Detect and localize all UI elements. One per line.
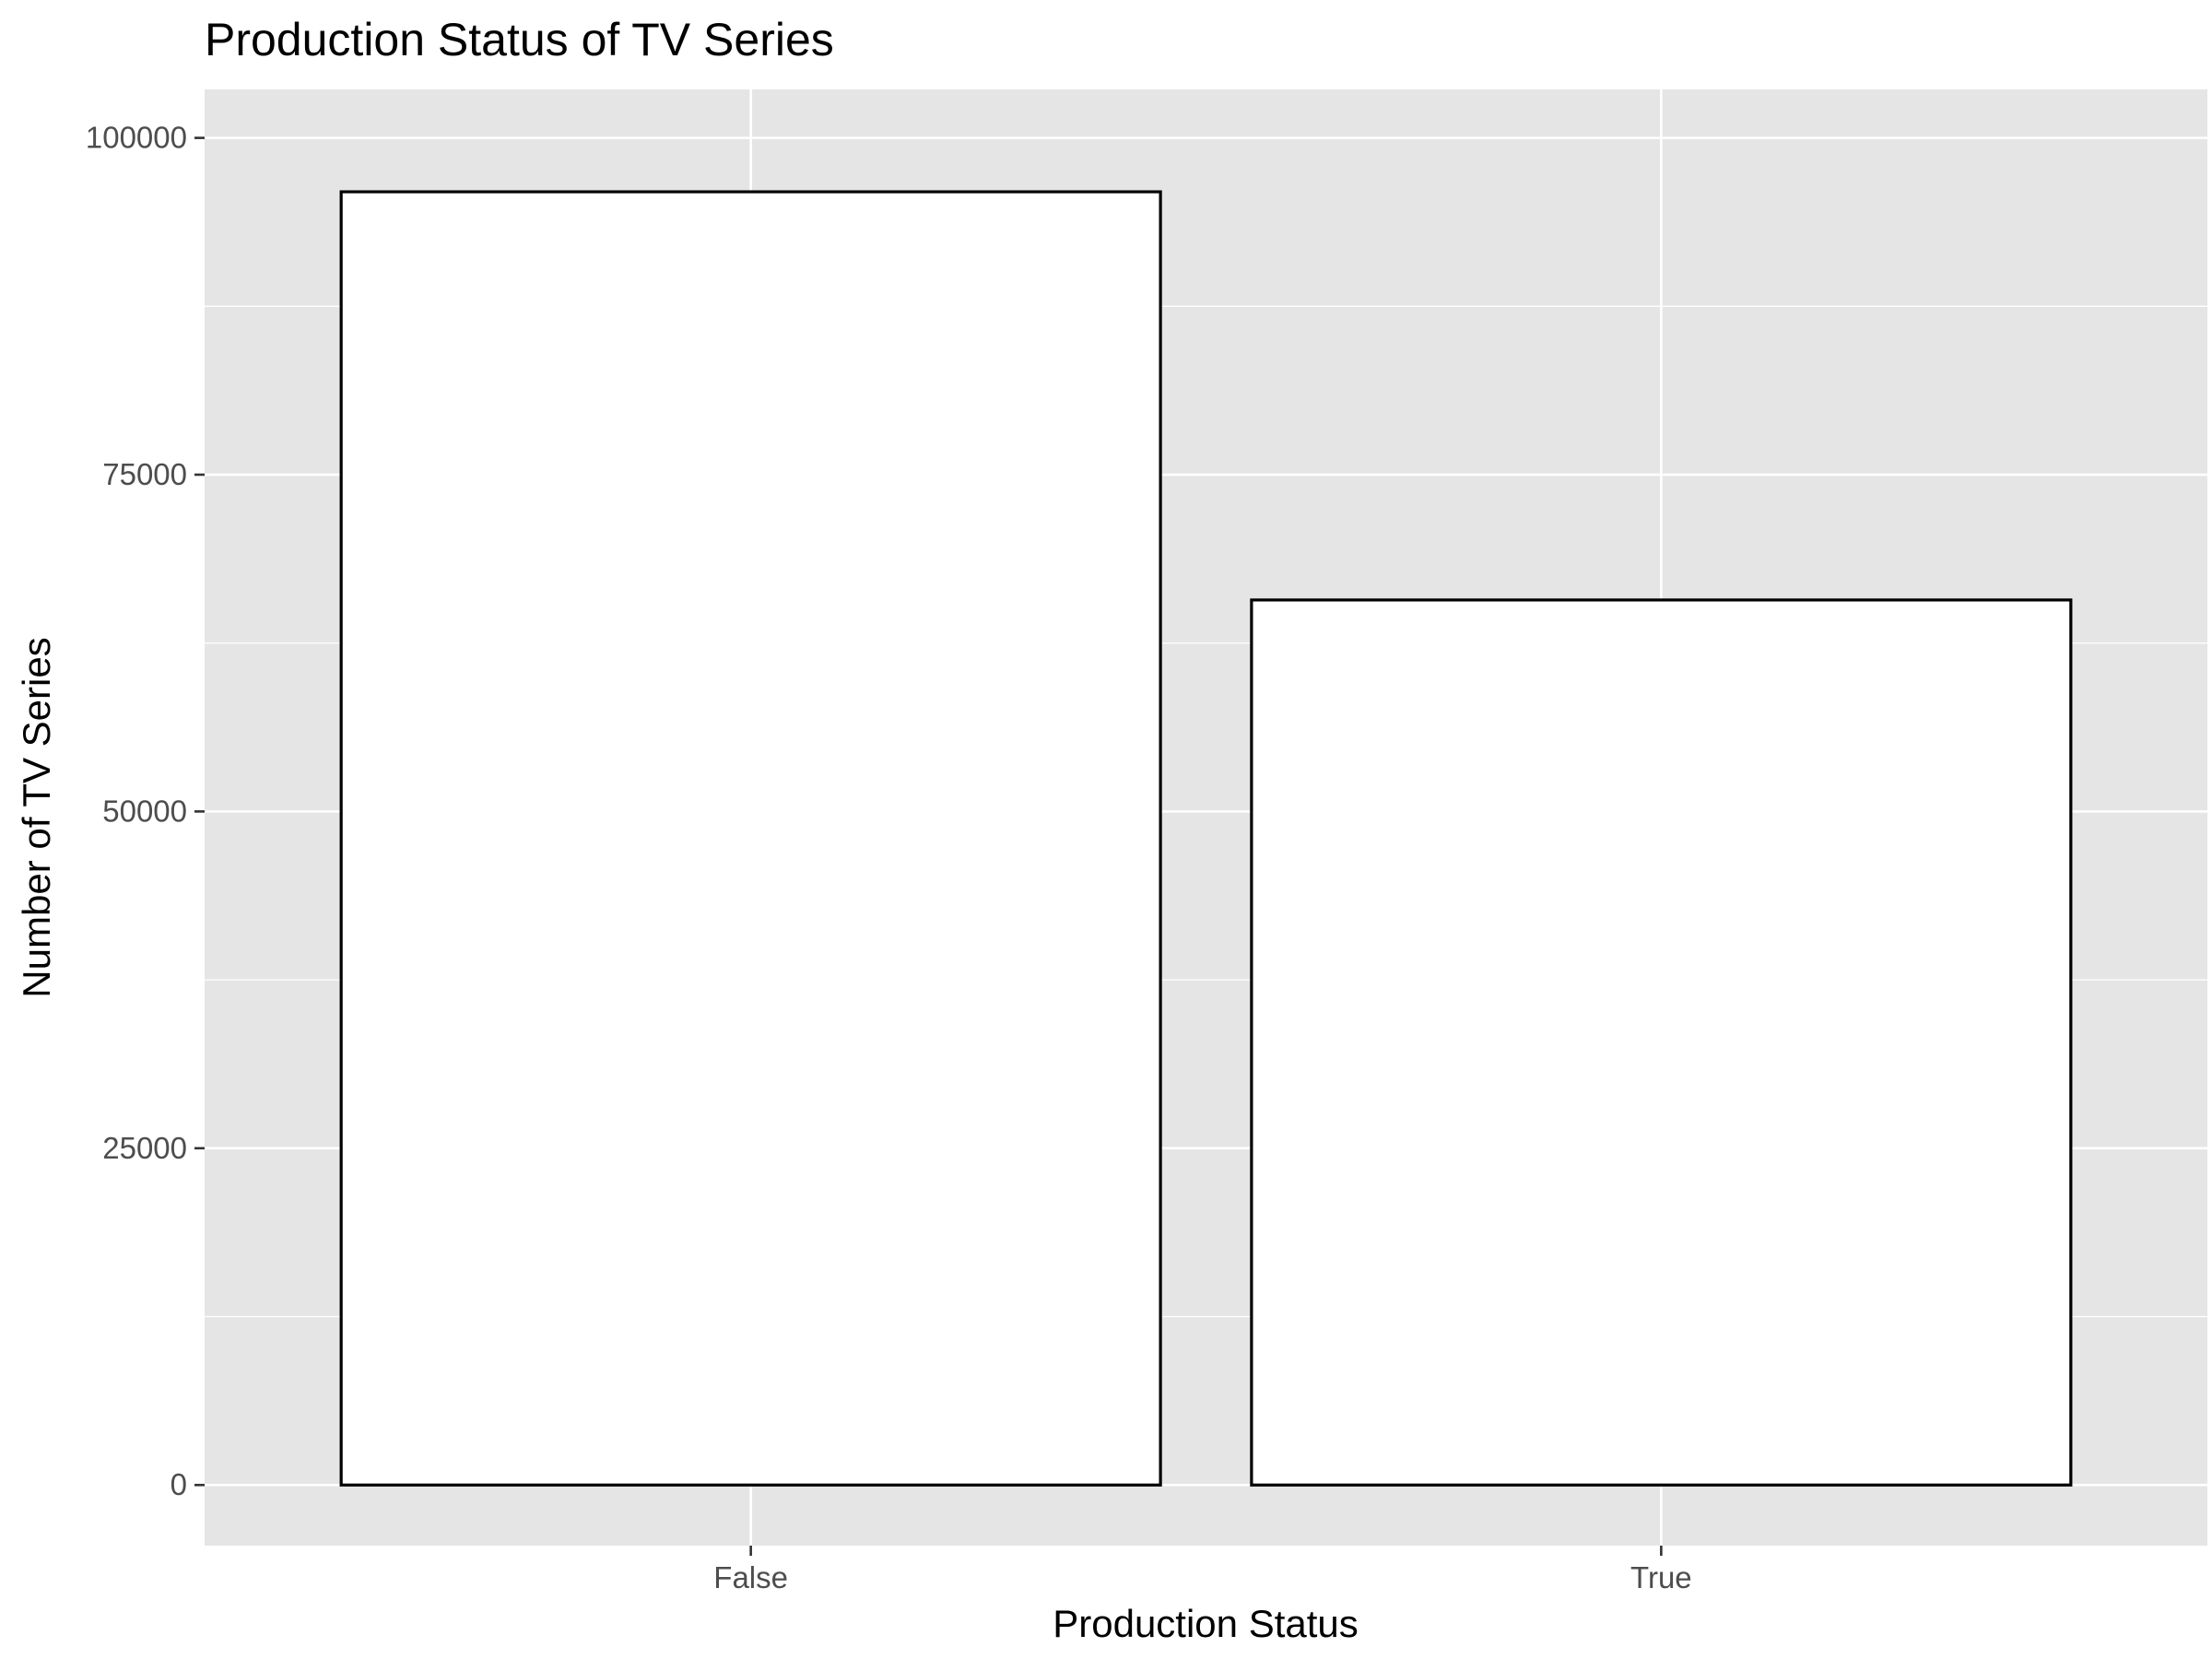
- bar-true: [1250, 598, 2073, 1487]
- bars: [339, 190, 2073, 1487]
- y-tick-label: 25000: [102, 1131, 187, 1165]
- x-tick-label-true: True: [1630, 1560, 1692, 1594]
- y-axis-title: Number of TV Series: [15, 637, 58, 997]
- y-tick-label: 75000: [102, 457, 187, 491]
- x-axis-title: Production Status: [1053, 1602, 1359, 1645]
- y-axis: 0 25000 50000 75000 100000: [86, 121, 205, 1501]
- x-axis: False True: [713, 1546, 1692, 1594]
- y-tick-label: 0: [171, 1467, 187, 1501]
- bar-false: [339, 190, 1162, 1487]
- x-tick-label-false: False: [713, 1560, 788, 1594]
- y-tick-label: 100000: [86, 121, 187, 155]
- y-tick-label: 50000: [102, 794, 187, 828]
- chart-title: Production Status of TV Series: [205, 14, 834, 65]
